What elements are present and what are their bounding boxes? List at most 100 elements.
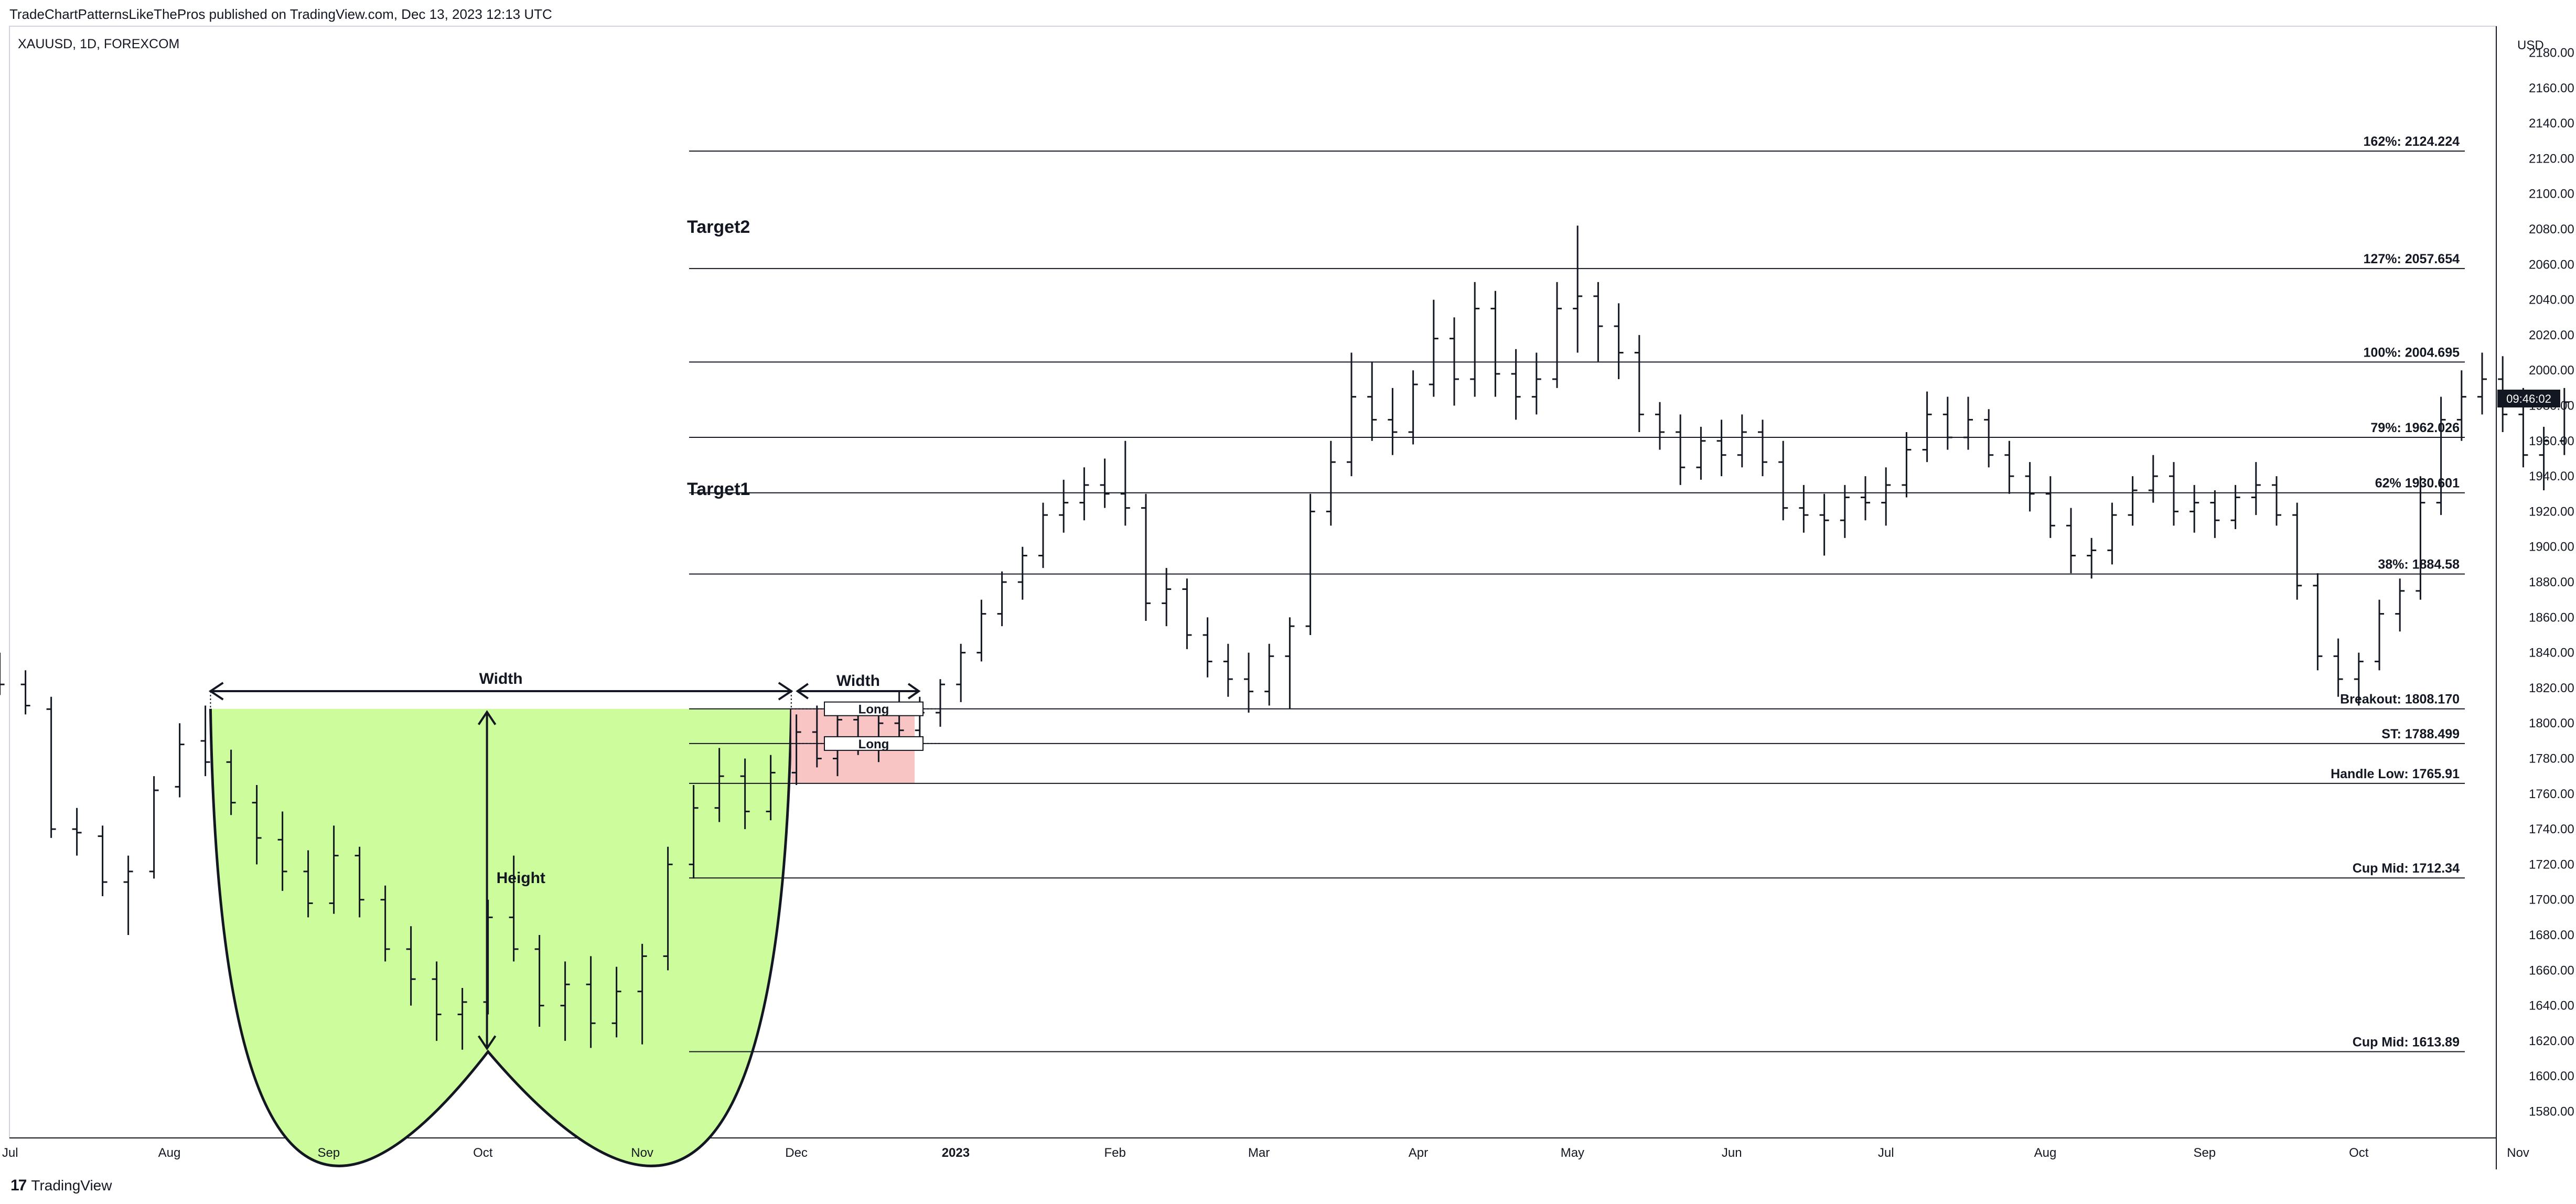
long-box[interactable] bbox=[824, 701, 924, 716]
price-tick-label: 1620.00 bbox=[2529, 1034, 2574, 1048]
ohlc-bar bbox=[2456, 370, 2466, 441]
ohlc-bar bbox=[714, 748, 724, 822]
price-tick-label: 1660.00 bbox=[2529, 963, 2574, 977]
time-axis[interactable]: Jul Aug Sep Oct Nov Dec 2023 Feb Mar Apr May Jun Jul… bbox=[2, 1146, 2576, 1160]
level-label: 127%: 2057.654 bbox=[2364, 252, 2460, 266]
ohlc-bar bbox=[2375, 599, 2384, 671]
ohlc-bar bbox=[1861, 476, 1870, 521]
ohlc-bar bbox=[740, 758, 750, 830]
price-tick-label: 2000.00 bbox=[2529, 363, 2574, 378]
tradingview-logo[interactable]: 17 TradingView bbox=[10, 1177, 112, 1195]
cup-height-arrowhead-top bbox=[477, 710, 497, 725]
ohlc-bar bbox=[509, 855, 519, 962]
ohlc-bar bbox=[1429, 299, 1439, 397]
ohlc-bar bbox=[1038, 502, 1048, 568]
last-price-tag bbox=[2497, 390, 2560, 408]
ohlc-bar bbox=[663, 846, 673, 971]
price-tick-label: 2040.00 bbox=[2529, 293, 2574, 307]
level-layer: 162%: 2124.224 127%: 2057.654 100%: 2004.6… bbox=[689, 134, 2465, 1052]
ohlc-bar bbox=[252, 784, 262, 865]
price-tick-label: 1720.00 bbox=[2529, 857, 2574, 872]
price-tick-label: 2160.00 bbox=[2529, 81, 2574, 95]
ohlc-bar bbox=[1203, 617, 1212, 678]
ohlc-bar bbox=[2436, 396, 2446, 515]
currency-label: USD bbox=[2517, 38, 2544, 52]
ohlc-bar bbox=[2292, 502, 2302, 600]
cup-height-label: Height bbox=[497, 869, 545, 887]
price-tick-label: 1820.00 bbox=[2529, 681, 2574, 695]
ohlc-bar bbox=[1737, 414, 1747, 468]
ohlc-bar bbox=[46, 696, 56, 838]
ohlc-bar bbox=[1450, 317, 1459, 406]
level-label: Cup Mid: 1613.89 bbox=[2353, 1035, 2460, 1049]
ohlc-bar bbox=[812, 705, 822, 768]
price-tick-label: 1940.00 bbox=[2529, 469, 2574, 483]
ohlc-bar bbox=[2333, 638, 2343, 697]
time-tick-label: Nov bbox=[2507, 1146, 2529, 1160]
price-tick-label: 1740.00 bbox=[2529, 822, 2574, 836]
price-tick-label: 1760.00 bbox=[2529, 787, 2574, 801]
ohlc-bar bbox=[2539, 426, 2549, 491]
ohlc-bar bbox=[72, 808, 82, 856]
level-label: 62% 1930.601 bbox=[2375, 476, 2460, 491]
price-tick-label: 1600.00 bbox=[2529, 1069, 2574, 1083]
ohlc-bar bbox=[1141, 493, 1151, 621]
ohlc-bar bbox=[380, 885, 390, 962]
level-label: ST: 1788.499 bbox=[2381, 727, 2460, 741]
ohlc-bar bbox=[1716, 420, 1726, 477]
ohlc-bar bbox=[1634, 335, 1644, 432]
price-tick-label: 1960.00 bbox=[2529, 434, 2574, 448]
ohlc-bar bbox=[976, 599, 986, 662]
ohlc-bar bbox=[1819, 493, 1829, 556]
cup-layer bbox=[209, 708, 915, 1167]
ohlc-bar bbox=[0, 652, 5, 695]
ohlc-bar bbox=[766, 755, 776, 821]
cup-fill bbox=[210, 708, 791, 1166]
ohlc-bar bbox=[1079, 467, 1089, 521]
ohlc-bar bbox=[277, 811, 287, 891]
ohlc-bar bbox=[1162, 568, 1172, 627]
ohlc-bar bbox=[2128, 476, 2138, 526]
ohlc-bar bbox=[2045, 476, 2055, 538]
ohlc-bar bbox=[1799, 485, 1809, 533]
ohlc-bar bbox=[1511, 349, 1521, 420]
ohlc-bar bbox=[200, 705, 210, 777]
ohlc-bar bbox=[1676, 414, 1686, 485]
ohlc-bar bbox=[1100, 458, 1110, 508]
price-tick-label: 1860.00 bbox=[2529, 610, 2574, 625]
last-price-tag-label: 09:46:02 bbox=[2506, 392, 2551, 405]
ohlc-bar bbox=[303, 850, 313, 918]
ohlc-bars bbox=[0, 225, 2569, 1050]
time-tick-label: Apr bbox=[1409, 1146, 1428, 1160]
long-box[interactable] bbox=[824, 736, 924, 751]
price-tick-label: 1840.00 bbox=[2529, 646, 2574, 660]
level-label: Breakout: 1808.170 bbox=[2340, 692, 2460, 707]
ohlc-bar bbox=[1942, 396, 1952, 450]
ohlc-bar bbox=[2169, 462, 2178, 526]
ohlc-bar bbox=[791, 714, 801, 785]
tradingview-mark-icon: 17 bbox=[10, 1177, 27, 1194]
ohlc-bar bbox=[689, 784, 699, 879]
price-tick-label: 2100.00 bbox=[2529, 187, 2574, 201]
long-label: Long bbox=[858, 737, 889, 751]
price-axis[interactable]: 1580.00 1600.00 1620.00 1640.00 1660.00 1680.… bbox=[2497, 46, 2574, 1119]
time-tick-label: May bbox=[1561, 1146, 1584, 1160]
annotation-layer: Target2 Target1 Width Width Height Long Long bbox=[208, 217, 924, 1051]
price-tick-label: 2140.00 bbox=[2529, 116, 2574, 131]
ohlc-bar bbox=[1531, 352, 1541, 415]
ohlc-bar bbox=[2354, 652, 2364, 706]
ohlc-bar bbox=[20, 670, 30, 715]
price-tick-label: 2120.00 bbox=[2529, 152, 2574, 166]
ohlc-bar bbox=[1696, 426, 1706, 480]
target2-label: Target2 bbox=[687, 217, 750, 237]
ohlc-bar bbox=[2148, 455, 2158, 503]
level-label: Cup Mid: 1712.34 bbox=[2353, 861, 2460, 876]
time-tick-label: Jun bbox=[1722, 1146, 1742, 1160]
ohlc-bar bbox=[355, 846, 364, 918]
ohlc-bar bbox=[586, 956, 596, 1048]
price-tick-label: 1900.00 bbox=[2529, 540, 2574, 554]
price-tick-label: 1800.00 bbox=[2529, 716, 2574, 730]
time-tick-label: Mar bbox=[1248, 1146, 1270, 1160]
price-tick-label: 1780.00 bbox=[2529, 752, 2574, 766]
